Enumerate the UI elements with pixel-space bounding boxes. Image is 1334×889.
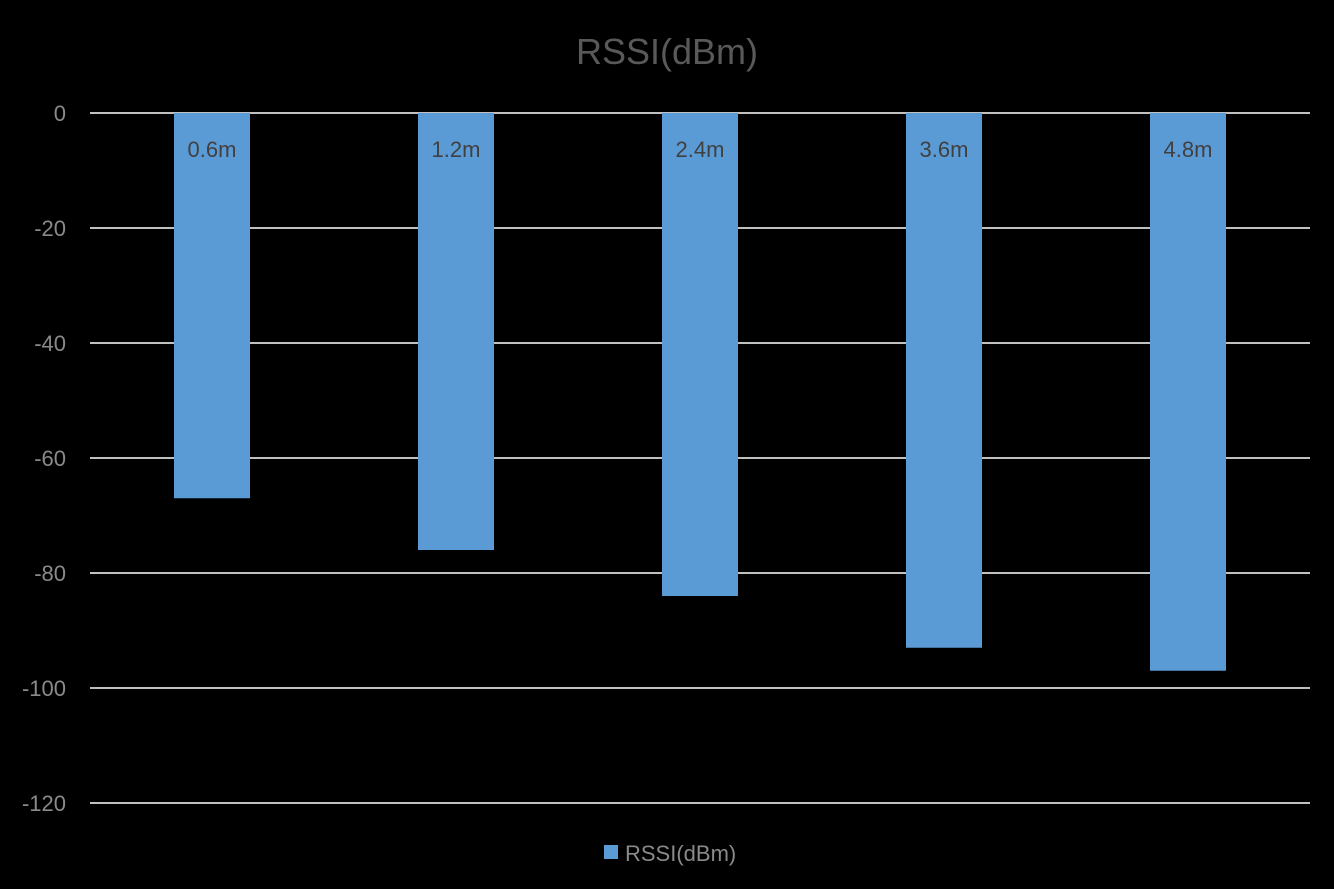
- legend-swatch: [604, 845, 618, 859]
- y-tick-label: -60: [34, 446, 66, 471]
- chart-title: RSSI(dBm): [576, 31, 758, 72]
- bar: [1150, 113, 1226, 671]
- y-tick-label: 0: [54, 101, 66, 126]
- y-tick-label: -120: [22, 791, 66, 816]
- category-label: 1.2m: [432, 137, 481, 162]
- y-tick-label: -40: [34, 331, 66, 356]
- y-tick-label: -20: [34, 216, 66, 241]
- category-labels: 0.6m 1.2m 2.4m 3.6m 4.8m: [188, 137, 1213, 162]
- legend: RSSI(dBm): [604, 841, 736, 866]
- bars: [174, 113, 1226, 671]
- category-label: 4.8m: [1164, 137, 1213, 162]
- bar: [174, 113, 250, 499]
- y-tick-label: -80: [34, 561, 66, 586]
- bar: [906, 113, 982, 648]
- y-tick-label: -100: [22, 676, 66, 701]
- category-label: 2.4m: [676, 137, 725, 162]
- legend-label: RSSI(dBm): [625, 841, 736, 866]
- category-label: 0.6m: [188, 137, 237, 162]
- category-label: 3.6m: [920, 137, 969, 162]
- y-axis-tick-labels: 0 -20 -40 -60 -80 -100 -120: [22, 101, 66, 816]
- bar: [662, 113, 738, 596]
- bar: [418, 113, 494, 550]
